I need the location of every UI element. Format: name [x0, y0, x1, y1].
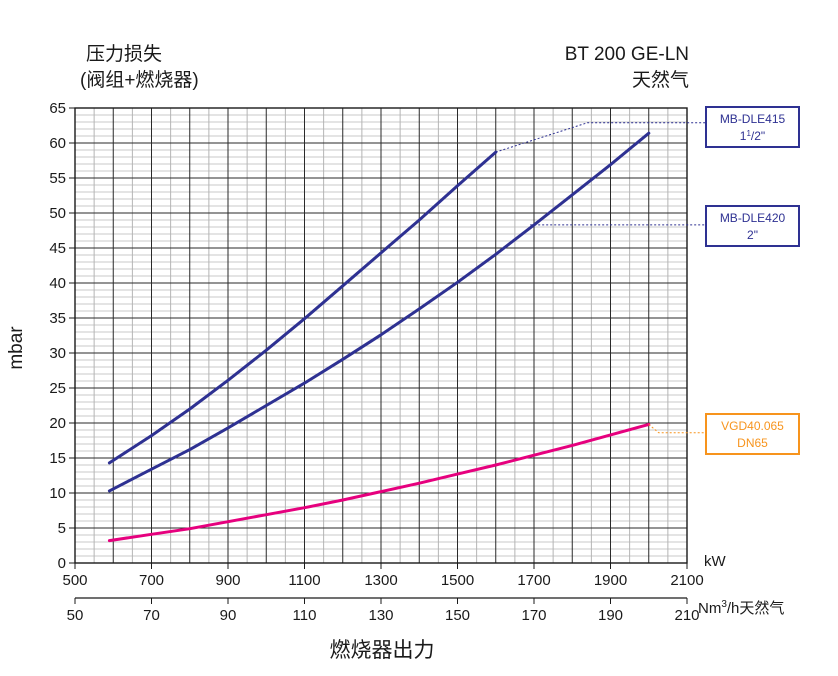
header-left-line2: (阀组+燃烧器): [80, 69, 199, 91]
label-dle420-line1: MB-DLE420: [720, 211, 786, 225]
label-box-dle420: [705, 205, 800, 247]
y-tick-label: 55: [49, 170, 66, 187]
y-tick-label: 5: [58, 520, 66, 537]
y-tick-label: 20: [49, 415, 66, 432]
x-tick-label: 1700: [517, 572, 550, 589]
x-tick-label: 1500: [441, 572, 474, 589]
label-dle420-line2: 2": [747, 228, 758, 242]
label-vgd-line2: DN65: [737, 436, 768, 450]
y-tick-label: 45: [49, 240, 66, 257]
x2-tick-label: 150: [445, 607, 470, 624]
x2-tick-label: 90: [220, 607, 237, 624]
series-line-2: [107, 422, 651, 543]
y-tick-label: 35: [49, 310, 66, 327]
y-tick-label: 60: [49, 135, 66, 152]
x-tick-label: 500: [62, 572, 87, 589]
leader-line-dle415: [495, 122, 706, 153]
x-tick-label: 1300: [364, 572, 397, 589]
x-axis-unit-kw: kW: [704, 553, 727, 570]
y-tick-label: 65: [49, 100, 66, 117]
y-tick-label: 30: [49, 345, 66, 362]
series-labels: MB-DLE415 11/2" MB-DLE420 2" VGD40.065 DN65: [495, 106, 800, 455]
x-tick-label: 900: [215, 572, 240, 589]
x-tick-label: 1900: [594, 572, 627, 589]
y-tick-label: 40: [49, 275, 66, 292]
y-axis-title: mbar: [6, 326, 27, 370]
series-line-1: [107, 131, 651, 493]
x-tick-label: 700: [139, 572, 164, 589]
label-box-dle415: [705, 106, 800, 148]
y-tick-label: 25: [49, 380, 66, 397]
header-right-line2: 天然气: [632, 69, 689, 91]
x-tick-label: 1100: [288, 572, 320, 589]
label-box-vgd: [705, 413, 800, 455]
series-line-0: [107, 150, 498, 465]
y-tick-label: 15: [49, 450, 66, 467]
x2-tick-label: 70: [143, 607, 160, 624]
plot-grid: [75, 107, 687, 563]
x-axis-title: 燃烧器出力: [330, 639, 435, 662]
header-right-line1: BT 200 GE-LN: [565, 44, 689, 65]
x2-tick-label: 110: [293, 607, 317, 624]
label-dle415-line1: MB-DLE415: [720, 112, 786, 126]
x2-axis-unit: Nm3/h天然气: [698, 599, 784, 617]
y-tick-label: 10: [49, 485, 66, 502]
x-tick-label: 2100: [670, 572, 703, 589]
x2-tick-label: 130: [368, 607, 393, 624]
header-left-line1: 压力损失: [86, 43, 162, 65]
y-tick-label: 0: [58, 555, 66, 572]
x2-tick-label: 190: [598, 607, 623, 624]
plot-axes: 0 5 10 15 20 25 30 35 40 45 50 55 60 65 500 700 900 1100 1…: [49, 100, 703, 624]
leader-line-vgd: [648, 424, 706, 434]
label-vgd-line1: VGD40.065: [721, 419, 784, 433]
x2-tick-label: 210: [674, 607, 699, 624]
y-tick-label: 50: [49, 205, 66, 222]
x2-tick-label: 170: [521, 607, 546, 624]
label-dle415-line2: 11/2": [740, 129, 765, 143]
series-group: [107, 131, 651, 543]
x2-tick-label: 50: [67, 607, 84, 624]
